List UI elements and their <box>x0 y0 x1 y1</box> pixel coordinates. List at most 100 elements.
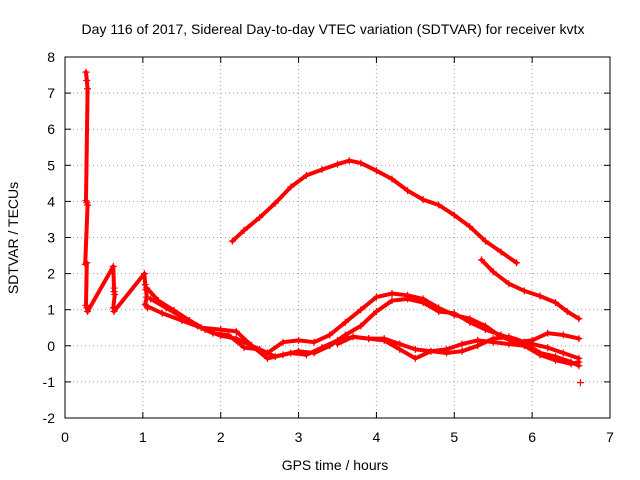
data-point <box>334 340 341 348</box>
y-tick-label: 8 <box>47 49 55 65</box>
data-point <box>520 342 528 350</box>
data-point <box>83 259 91 267</box>
x-tick-label: 7 <box>606 429 614 445</box>
data-point <box>84 308 92 316</box>
data-point <box>318 344 326 352</box>
series-track-a <box>143 284 583 362</box>
data-point <box>404 187 412 195</box>
data-point <box>458 347 466 355</box>
x-tick-label: 2 <box>217 429 225 445</box>
data-point <box>225 331 232 339</box>
data-point <box>240 226 248 234</box>
data-point <box>528 336 536 344</box>
y-tick-label: 7 <box>47 85 55 101</box>
data-point <box>419 196 427 204</box>
data-point <box>310 338 318 346</box>
data-point <box>559 349 567 357</box>
data-point <box>140 270 148 278</box>
data-point <box>478 256 486 264</box>
data-point <box>209 329 217 337</box>
data-point <box>419 295 427 303</box>
data-point <box>404 291 412 299</box>
series-trace <box>479 257 581 321</box>
y-tick-label: 1 <box>47 302 55 318</box>
data-point <box>466 223 474 231</box>
data-point <box>357 322 365 330</box>
data-point <box>536 292 544 300</box>
x-tick-label: 1 <box>139 429 147 445</box>
data-point <box>162 304 170 312</box>
data-point <box>357 306 365 314</box>
data-point <box>217 326 225 334</box>
data-point <box>82 68 90 76</box>
data-point <box>450 311 458 319</box>
data-point <box>466 315 474 323</box>
data-point <box>271 199 279 207</box>
data-point <box>388 289 396 297</box>
data-point <box>256 345 264 353</box>
data-point <box>411 354 419 362</box>
data-point <box>396 340 404 348</box>
data-point <box>372 167 380 175</box>
series-late-isolated <box>576 379 584 387</box>
data-point <box>143 302 151 310</box>
data-point <box>357 159 365 167</box>
data-point <box>544 344 552 352</box>
series-trace <box>83 70 150 314</box>
y-tick-label: 0 <box>47 338 55 354</box>
data-point <box>228 237 236 245</box>
y-axis-label: SDTVAR / TECUs <box>5 182 21 294</box>
data-point <box>489 268 497 276</box>
data-point <box>341 318 349 326</box>
x-tick-label: 6 <box>528 429 536 445</box>
y-tick-label: 2 <box>47 266 55 282</box>
y-tick-label: 4 <box>47 193 55 209</box>
data-point <box>435 304 443 312</box>
data-point <box>84 201 92 209</box>
data-point <box>372 308 380 316</box>
y-tick-label: 6 <box>47 121 55 137</box>
data-point <box>450 211 458 219</box>
series-track-d <box>334 333 583 368</box>
data-point <box>380 335 388 343</box>
data-point <box>110 308 118 316</box>
data-point <box>326 331 334 339</box>
data-point <box>563 308 571 316</box>
x-tick-label: 0 <box>61 429 69 445</box>
data-point <box>520 287 528 295</box>
data-point <box>287 349 295 357</box>
series-arc-descending <box>478 256 583 323</box>
y-tick-label: -2 <box>43 410 56 426</box>
data-point <box>489 338 497 346</box>
data-point <box>109 262 117 270</box>
y-tick-label: 3 <box>47 230 55 246</box>
data-point <box>481 237 489 245</box>
data-point <box>575 358 583 366</box>
data-point <box>279 338 287 346</box>
series-trace <box>144 286 581 361</box>
data-point <box>372 293 380 301</box>
data-point <box>111 291 119 299</box>
data-point <box>143 293 151 301</box>
data-point <box>567 360 575 368</box>
y-tick-label: -1 <box>43 374 56 390</box>
data-point <box>271 353 279 361</box>
data-point <box>559 331 567 339</box>
data-point <box>81 260 89 268</box>
data-point <box>576 379 584 387</box>
data-point <box>318 166 326 174</box>
data-point <box>302 171 310 179</box>
data-point <box>143 284 151 292</box>
data-point <box>147 295 155 303</box>
data-point <box>544 329 552 337</box>
data-point <box>536 351 544 359</box>
data-point <box>505 280 513 288</box>
data-point <box>505 340 513 348</box>
data-point <box>232 327 240 335</box>
x-axis-ticks: 0 1 2 3 4 5 6 7 <box>61 57 614 445</box>
data-point <box>193 322 201 330</box>
x-tick-label: 3 <box>295 429 303 445</box>
data-point <box>178 313 186 321</box>
series-arc-high <box>228 157 521 267</box>
